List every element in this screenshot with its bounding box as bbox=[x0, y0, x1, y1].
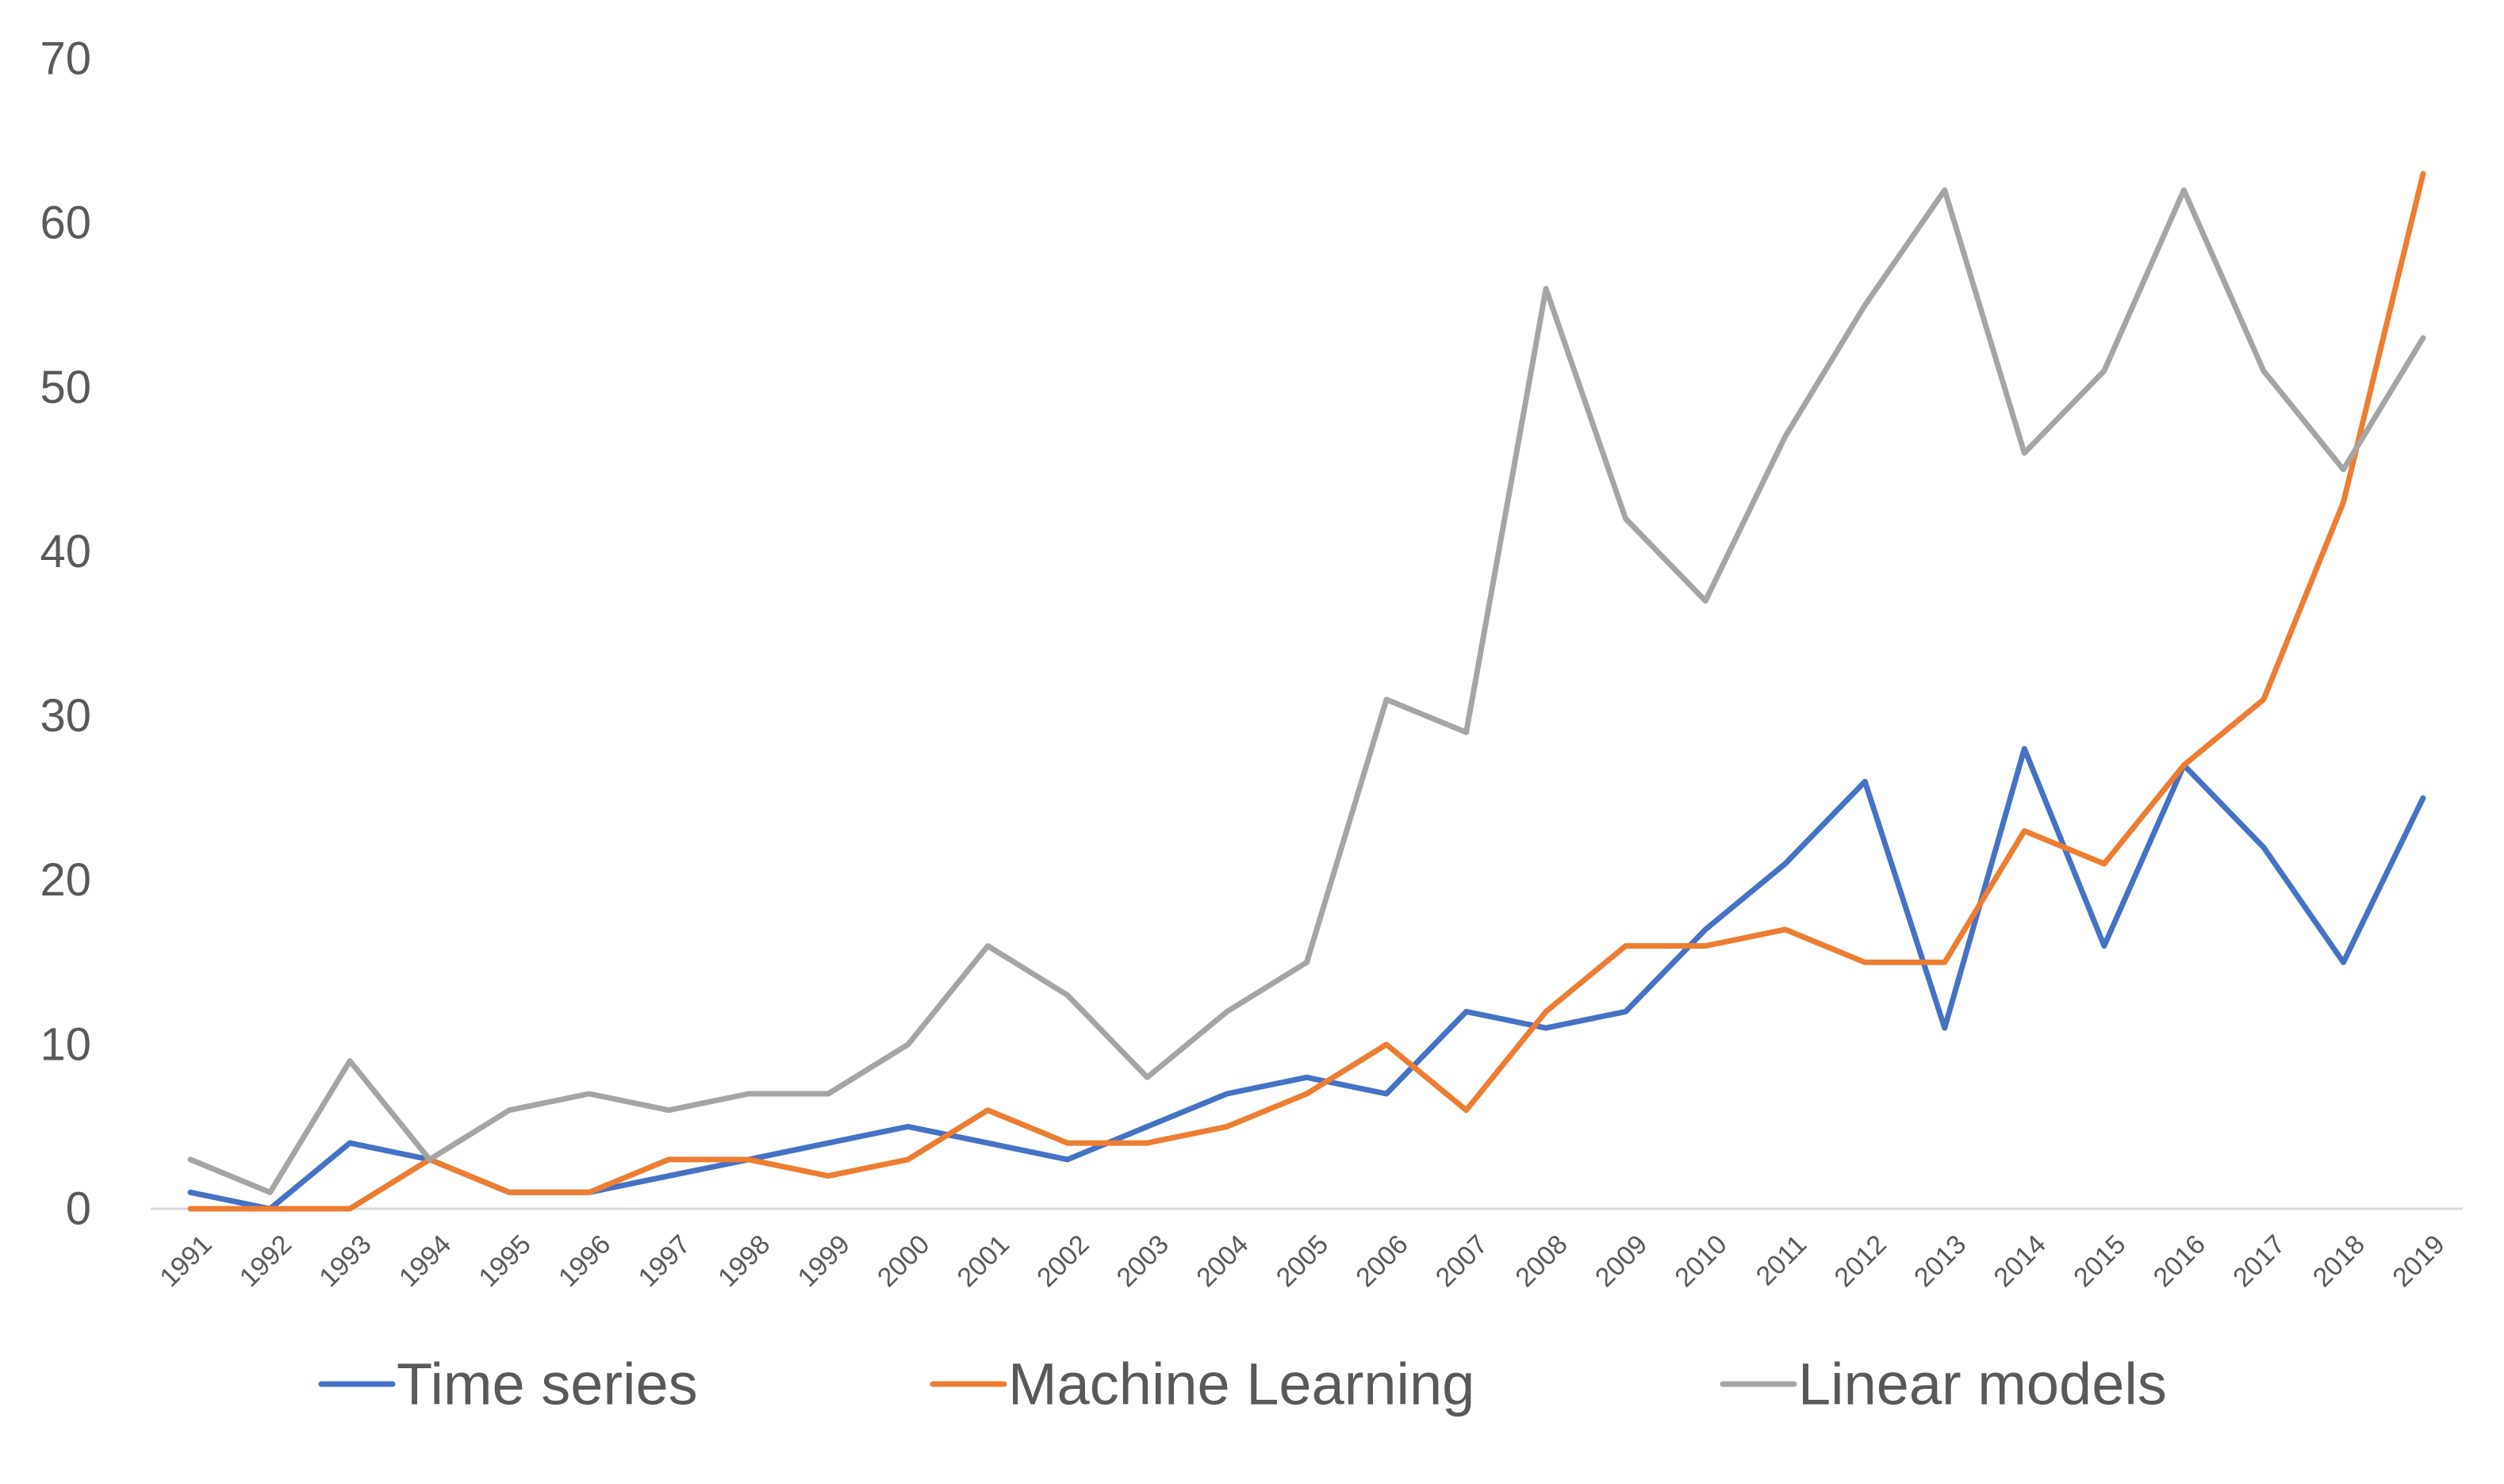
x-tick-label: 2006 bbox=[1350, 1229, 1413, 1293]
series-line-machine-learning bbox=[187, 171, 2426, 1212]
x-axis-ticks: 1991 1992 1993 1994 1995 1996 1997 1998 1999 2000… bbox=[154, 1229, 2450, 1293]
x-tick-label: 2019 bbox=[2387, 1229, 2450, 1293]
x-tick-label: 2010 bbox=[1669, 1229, 1732, 1293]
x-tick-label: 1992 bbox=[234, 1229, 297, 1293]
x-tick-label: 2015 bbox=[2068, 1229, 2131, 1293]
y-tick-label: 0 bbox=[66, 1183, 91, 1235]
y-tick-label: 60 bbox=[40, 197, 91, 249]
y-tick-label: 40 bbox=[40, 526, 91, 577]
x-tick-label: 1994 bbox=[393, 1229, 457, 1293]
y-tick-label: 70 bbox=[40, 33, 91, 85]
x-tick-label: 1998 bbox=[712, 1229, 776, 1293]
legend-label: Time series bbox=[397, 1352, 698, 1417]
x-tick-label: 1995 bbox=[473, 1229, 536, 1293]
x-tick-label: 2014 bbox=[1988, 1229, 2052, 1293]
x-tick-label: 2003 bbox=[1111, 1229, 1175, 1293]
x-tick-label: 2007 bbox=[1430, 1229, 1494, 1293]
legend: Time series Machine Learning Linear models bbox=[318, 1352, 2167, 1417]
legend-item-linear-models: Linear models bbox=[1720, 1352, 2167, 1417]
x-tick-label: 2018 bbox=[2307, 1229, 2371, 1293]
x-tick-label: 2001 bbox=[952, 1229, 1015, 1293]
x-tick-label: 2017 bbox=[2227, 1229, 2291, 1293]
x-tick-label: 1991 bbox=[154, 1229, 217, 1293]
y-tick-label: 10 bbox=[40, 1018, 91, 1070]
x-tick-label: 2012 bbox=[1829, 1229, 1892, 1293]
x-tick-label: 2008 bbox=[1509, 1229, 1573, 1293]
x-tick-label: 2009 bbox=[1589, 1229, 1653, 1293]
x-tick-label: 1993 bbox=[313, 1229, 377, 1293]
y-tick-label: 30 bbox=[40, 690, 91, 742]
x-tick-label: 2000 bbox=[872, 1229, 935, 1293]
legend-label: Machine Learning bbox=[1008, 1352, 1474, 1417]
y-axis-ticks: 0 10 20 30 40 50 60 70 bbox=[40, 33, 91, 1235]
series-lines bbox=[187, 171, 2426, 1212]
y-tick-label: 50 bbox=[40, 362, 91, 413]
x-tick-label: 2005 bbox=[1271, 1229, 1334, 1293]
x-tick-label: 1997 bbox=[632, 1229, 696, 1293]
x-tick-label: 2011 bbox=[1750, 1229, 1813, 1292]
legend-item-time-series: Time series bbox=[318, 1352, 698, 1417]
legend-item-machine-learning: Machine Learning bbox=[930, 1352, 1474, 1417]
x-tick-label: 1996 bbox=[553, 1229, 616, 1293]
x-tick-label: 2016 bbox=[2148, 1229, 2211, 1293]
x-tick-label: 2013 bbox=[1908, 1229, 1972, 1293]
y-tick-label: 20 bbox=[40, 854, 91, 906]
series-line-time-series bbox=[187, 746, 2426, 1212]
series-line-linear-models bbox=[187, 187, 2426, 1195]
x-tick-label: 1999 bbox=[792, 1229, 856, 1293]
x-tick-label: 2002 bbox=[1031, 1229, 1095, 1293]
legend-label: Linear models bbox=[1798, 1352, 2167, 1417]
x-tick-label: 2004 bbox=[1191, 1229, 1254, 1293]
